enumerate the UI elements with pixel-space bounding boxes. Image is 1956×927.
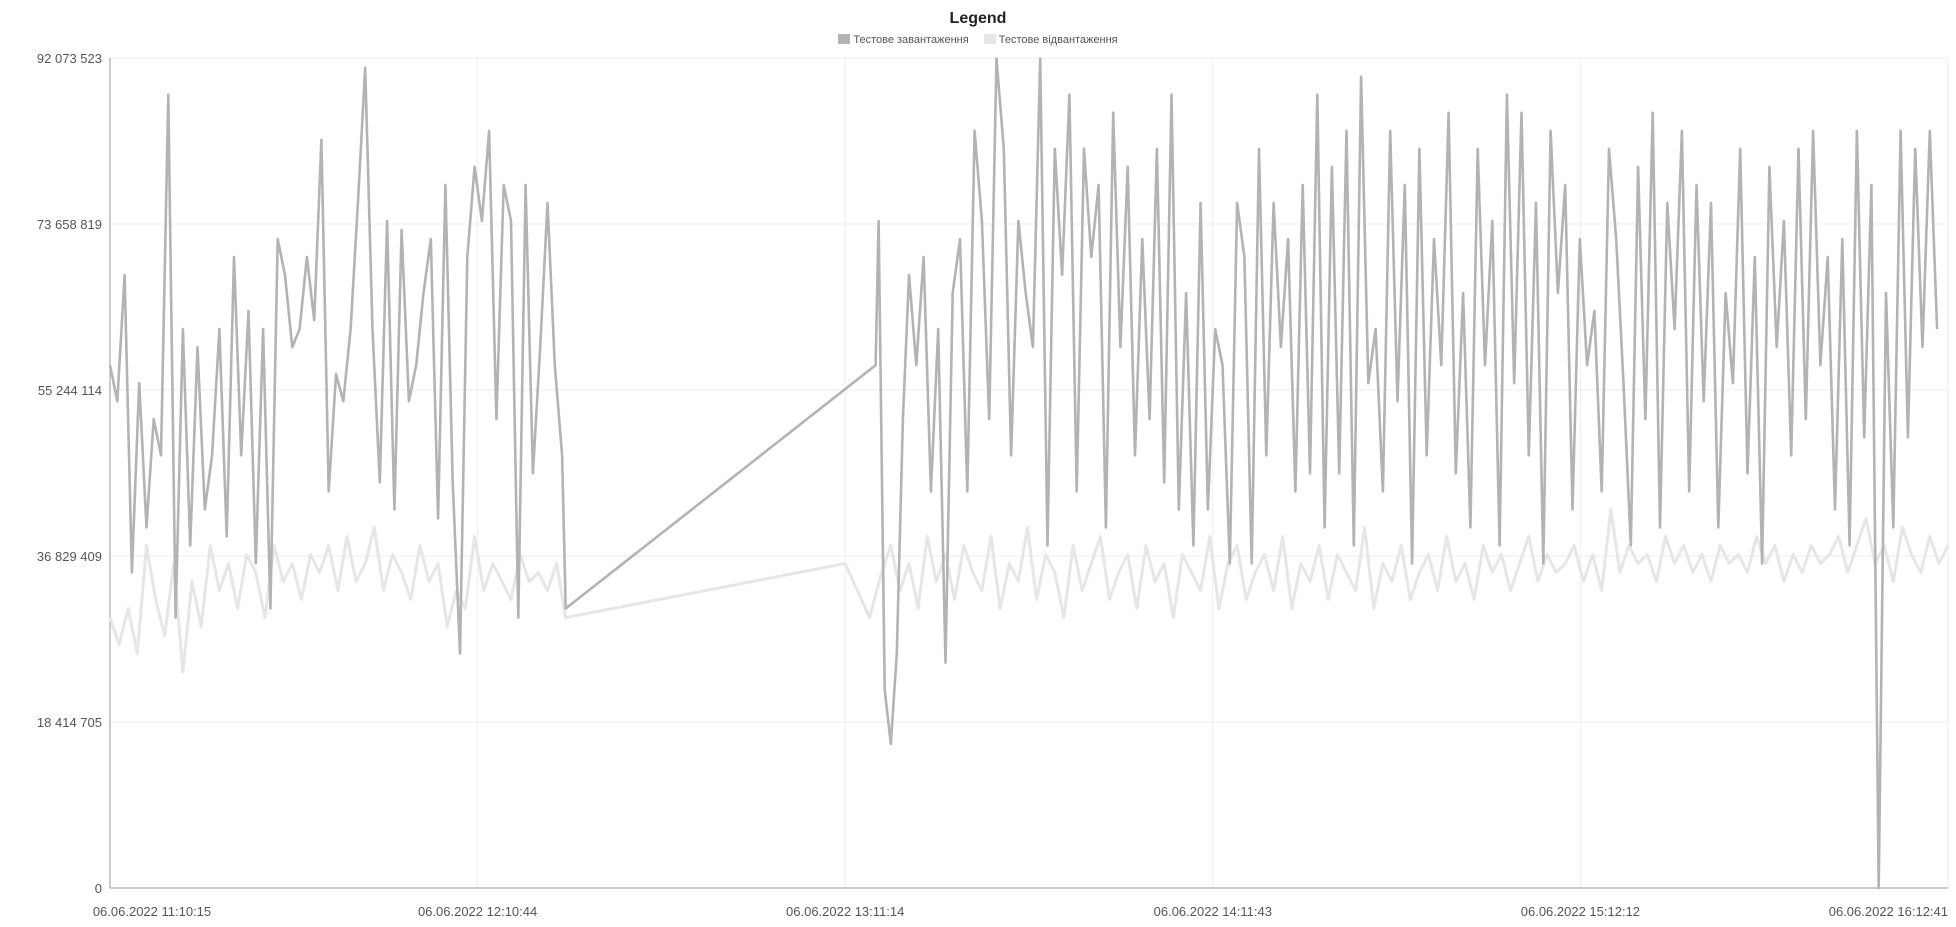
legend: Тестове завантаження Тестове відвантажен… <box>0 34 1956 46</box>
series-layer <box>108 57 1950 890</box>
x-axis-ticks: 06.06.2022 11:10:15 06.06.2022 12:10:44 06… <box>93 904 1948 919</box>
grid-lines <box>110 57 1949 888</box>
y-axis-ticks: 0 18 414 705 36 829 409 55 244 114 73 658 81… <box>37 51 102 896</box>
y-tick-label: 73 658 819 <box>37 217 102 232</box>
x-tick-label: 06.06.2022 11:10:15 <box>93 904 211 919</box>
x-tick-label: 06.06.2022 14:11:43 <box>1154 904 1272 919</box>
legend-title: Legend <box>949 10 1007 27</box>
axes <box>109 58 1948 889</box>
legend-swatch-load <box>838 34 851 44</box>
legend-label-unload: Тестове відвантаження <box>998 34 1118 46</box>
x-tick-label: 06.06.2022 13:11:14 <box>786 904 904 919</box>
series-line-0 <box>108 57 1939 890</box>
x-tick-label: 06.06.2022 12:10:44 <box>418 904 537 919</box>
legend-label-load: Тестове завантаження <box>853 34 969 46</box>
y-tick-label: 36 829 409 <box>37 549 102 564</box>
series-line-1 <box>108 507 1950 674</box>
x-tick-label: 06.06.2022 16:12:41 <box>1829 904 1948 919</box>
legend-item-unload[interactable]: Тестове відвантаження <box>983 34 1118 46</box>
legend-item-load[interactable]: Тестове завантаження <box>838 34 969 46</box>
y-tick-label: 92 073 523 <box>37 51 102 66</box>
x-tick-label: 06.06.2022 15:12:12 <box>1521 904 1640 919</box>
y-tick-label: 0 <box>95 881 102 896</box>
y-tick-label: 18 414 705 <box>37 715 102 730</box>
legend-swatch-unload <box>983 34 996 44</box>
y-tick-label: 55 244 114 <box>38 383 102 398</box>
